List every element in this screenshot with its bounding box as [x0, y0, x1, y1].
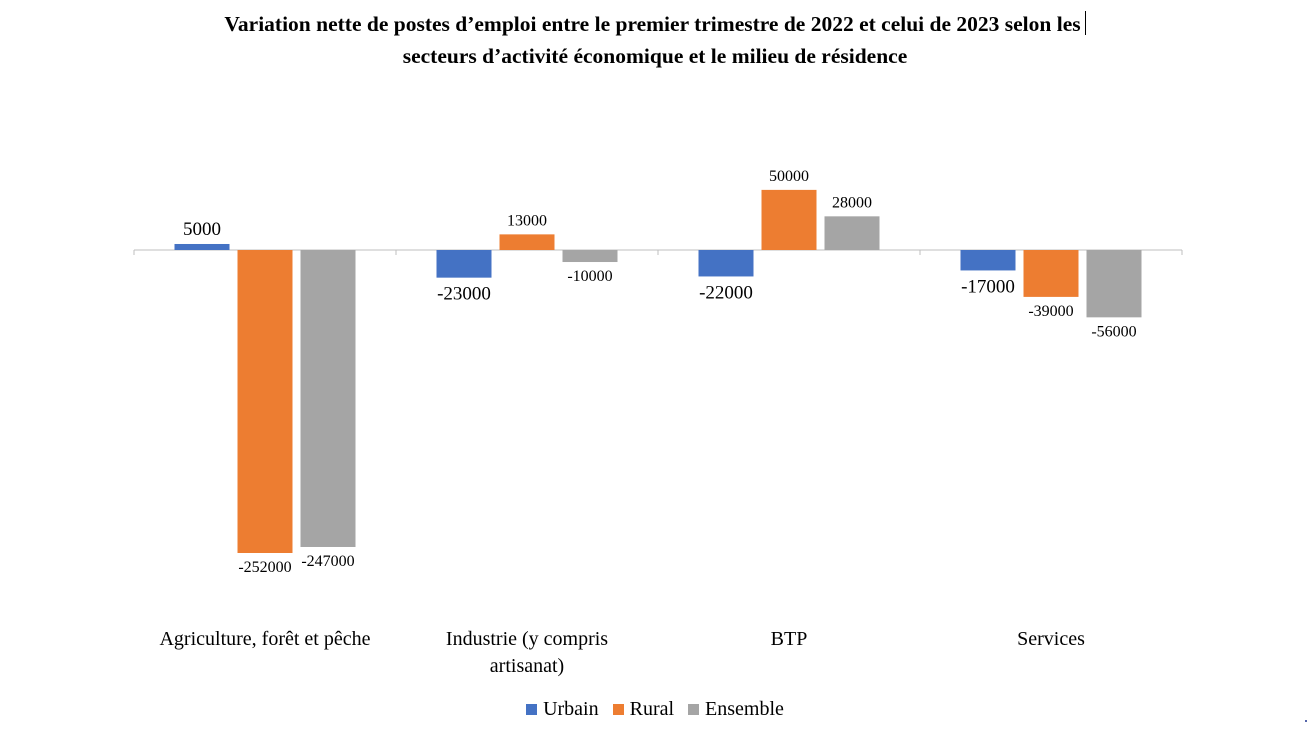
data-label: -10000	[567, 268, 612, 285]
chart-title-line-1: Variation nette de postes d’emploi entre…	[0, 8, 1310, 40]
legend-item-rural: Rural	[612, 698, 675, 721]
bar-ensemble	[1086, 250, 1142, 318]
chart-legend: Urbain Rural Ensemble	[0, 698, 1310, 721]
legend-swatch	[688, 704, 700, 715]
bar-rural	[761, 189, 817, 250]
bar-chart: 5000 -252000 -247000 Agriculture, forêt et …	[133, 168, 1183, 677]
text-cursor	[1084, 11, 1086, 35]
data-label: -39000	[1028, 303, 1073, 320]
data-label: -22000	[699, 282, 753, 303]
bar-urbain	[174, 243, 230, 250]
category-label: BTP	[771, 628, 808, 650]
legend-swatch	[612, 704, 624, 715]
data-label: 28000	[832, 194, 872, 211]
legend-item-ensemble: Ensemble	[688, 698, 784, 721]
category-label: Services	[1017, 628, 1085, 650]
data-label: -17000	[961, 276, 1015, 297]
data-label: 50000	[769, 168, 809, 185]
bar-urbain	[960, 250, 1016, 271]
data-label: -56000	[1091, 323, 1136, 340]
data-label: -23000	[437, 284, 491, 305]
bar-rural	[237, 250, 293, 553]
bar-ensemble	[824, 216, 880, 250]
bar-ensemble	[562, 250, 618, 263]
bar-urbain	[698, 250, 754, 277]
data-label: -252000	[238, 559, 291, 576]
category-label: Industrie (y compris	[446, 628, 608, 650]
data-label: 13000	[507, 212, 547, 229]
bar-urbain	[436, 250, 492, 278]
bar-rural	[499, 234, 555, 250]
category-label: artisanat)	[490, 655, 564, 677]
chart-title: Variation nette de postes d’emploi entre…	[0, 8, 1310, 72]
chart-title-line-2: secteurs d’activité économique et le mil…	[402, 44, 908, 68]
bar-rural	[1023, 250, 1079, 297]
legend-label: Urbain	[543, 698, 599, 720]
data-label: -247000	[301, 553, 354, 570]
data-label: 5000	[183, 219, 221, 240]
corner-dot	[1305, 720, 1307, 722]
legend-label: Ensemble	[705, 698, 784, 720]
bar-ensemble	[300, 250, 356, 547]
legend-label: Rural	[629, 698, 675, 720]
legend-item-urbain: Urbain	[526, 698, 599, 721]
legend-swatch	[526, 704, 538, 715]
category-label: Agriculture, forêt et pêche	[159, 628, 370, 650]
